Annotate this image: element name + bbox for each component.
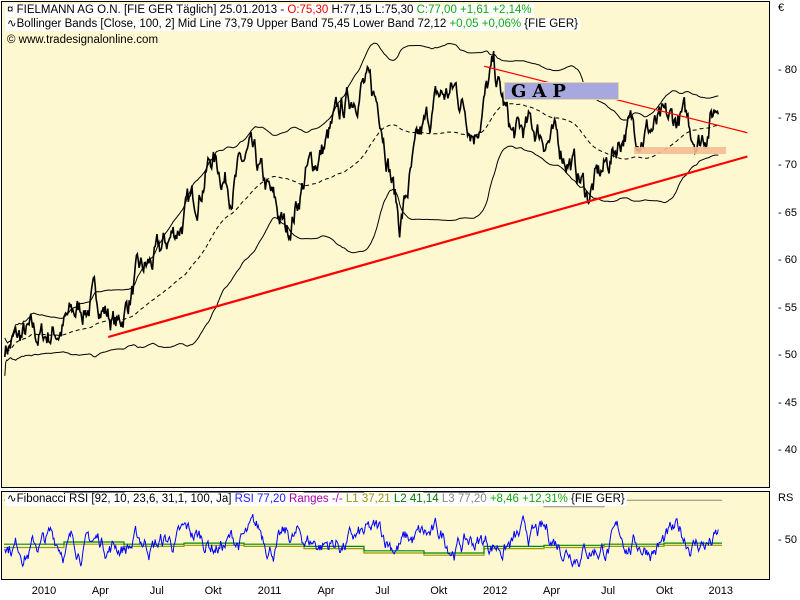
bollinger-upper-band	[4, 42, 719, 344]
l3-value: L3 77,20	[441, 493, 487, 505]
website-text: www.tradesignalonline.com	[18, 34, 159, 46]
l2-value: L2 41,14	[393, 493, 439, 505]
time-axis-label: Jul	[149, 585, 164, 597]
currency-label: €	[778, 2, 785, 14]
price-axis-label: - 80	[778, 64, 797, 76]
time-axis-label: Okt	[655, 585, 673, 597]
rsi-axis-50: - 50	[778, 534, 797, 546]
bollinger-lower-band	[4, 145, 719, 376]
bollinger-header: ∿Bollinger Bands [Close, 100, 2] Mid Lin…	[5, 18, 580, 31]
indicator-icon: ∿	[7, 493, 17, 505]
price-axis-label: - 75	[778, 111, 797, 124]
rsi-line	[4, 513, 719, 568]
open-value: O:75,30	[287, 4, 329, 16]
rsi-axis-50-label: 50	[784, 534, 797, 546]
price-header: ¤ FIELMANN AG O.N. [FIE GER Täglich] 25.…	[5, 4, 534, 17]
price-axis-label: - 40	[778, 444, 797, 456]
time-axis-label: Jul	[375, 585, 390, 597]
price-chart-panel[interactable]: ¤ FIELMANN AG O.N. [FIE GER Täglich] 25.…	[1, 1, 770, 488]
price-line	[4, 51, 720, 357]
rsi-axis-title: RS	[778, 492, 794, 504]
ranges-value: Ranges -/-	[289, 493, 343, 505]
rsi-panel[interactable]: ∿Fibonacci RSI [92, 10, 23,6, 31,1, 100,…	[1, 491, 770, 580]
time-axis-label: Okt	[204, 585, 222, 597]
time-axis-label: 2013	[708, 585, 734, 597]
time-axis-label: Apr	[91, 585, 109, 597]
price-axis-label: - 70	[778, 159, 797, 171]
time-axis-label: 2010	[31, 585, 57, 597]
time-axis-label: Apr	[543, 585, 561, 597]
close-value: C:77,00 +1,61 +2,14%	[416, 4, 532, 16]
price-axis-label: - 50	[778, 349, 797, 361]
indicator-icon: ∿	[7, 18, 17, 30]
price-axis-label: - 65	[778, 206, 797, 219]
rsi-suffix: {FIE GER}	[571, 493, 625, 505]
time-axis-label: 2011	[257, 585, 282, 597]
time-axis-label: Jul	[600, 585, 616, 597]
copyright-icon: ©	[7, 34, 19, 46]
high-low-value: H:77,15 L:75,30	[331, 4, 414, 16]
rsi-params: Fibonacci RSI [92, 10, 23,6, 31,1, 100, …	[16, 493, 232, 505]
bollinger-change: +0,05 +0,06%	[449, 18, 522, 30]
bollinger-info: Bollinger Bands [Close, 100, 2] Mid Line…	[16, 18, 447, 30]
rsi-l2-line	[4, 541, 722, 554]
rsi-change: +8,46 +12,31%	[489, 493, 568, 505]
time-axis-label: 2012	[482, 585, 508, 597]
symbol-info: FIELMANN AG O.N. [FIE GER Täglich] 25.01…	[16, 4, 285, 16]
l1-value: L1 37,21	[345, 493, 391, 505]
support-trendline[interactable]	[107, 155, 748, 339]
bar-icon: ¤	[7, 4, 17, 16]
price-plot	[4, 42, 748, 376]
time-axis-label: Apr	[317, 585, 335, 597]
rsi-header: ∿Fibonacci RSI [92, 10, 23,6, 31,1, 100,…	[5, 493, 627, 506]
gap-box: GAP	[504, 82, 619, 101]
copyright-line: © www.tradesignalonline.com	[5, 34, 160, 47]
price-axis-label: - 55	[778, 301, 797, 314]
rsi-value: RSI 77,20	[234, 493, 286, 505]
support-box	[634, 147, 726, 154]
price-axis-label: - 45	[778, 396, 797, 409]
price-axis-label: - 60	[778, 254, 797, 266]
time-axis-label: Okt	[430, 585, 448, 597]
bollinger-suffix: {FIE GER}	[524, 18, 578, 30]
